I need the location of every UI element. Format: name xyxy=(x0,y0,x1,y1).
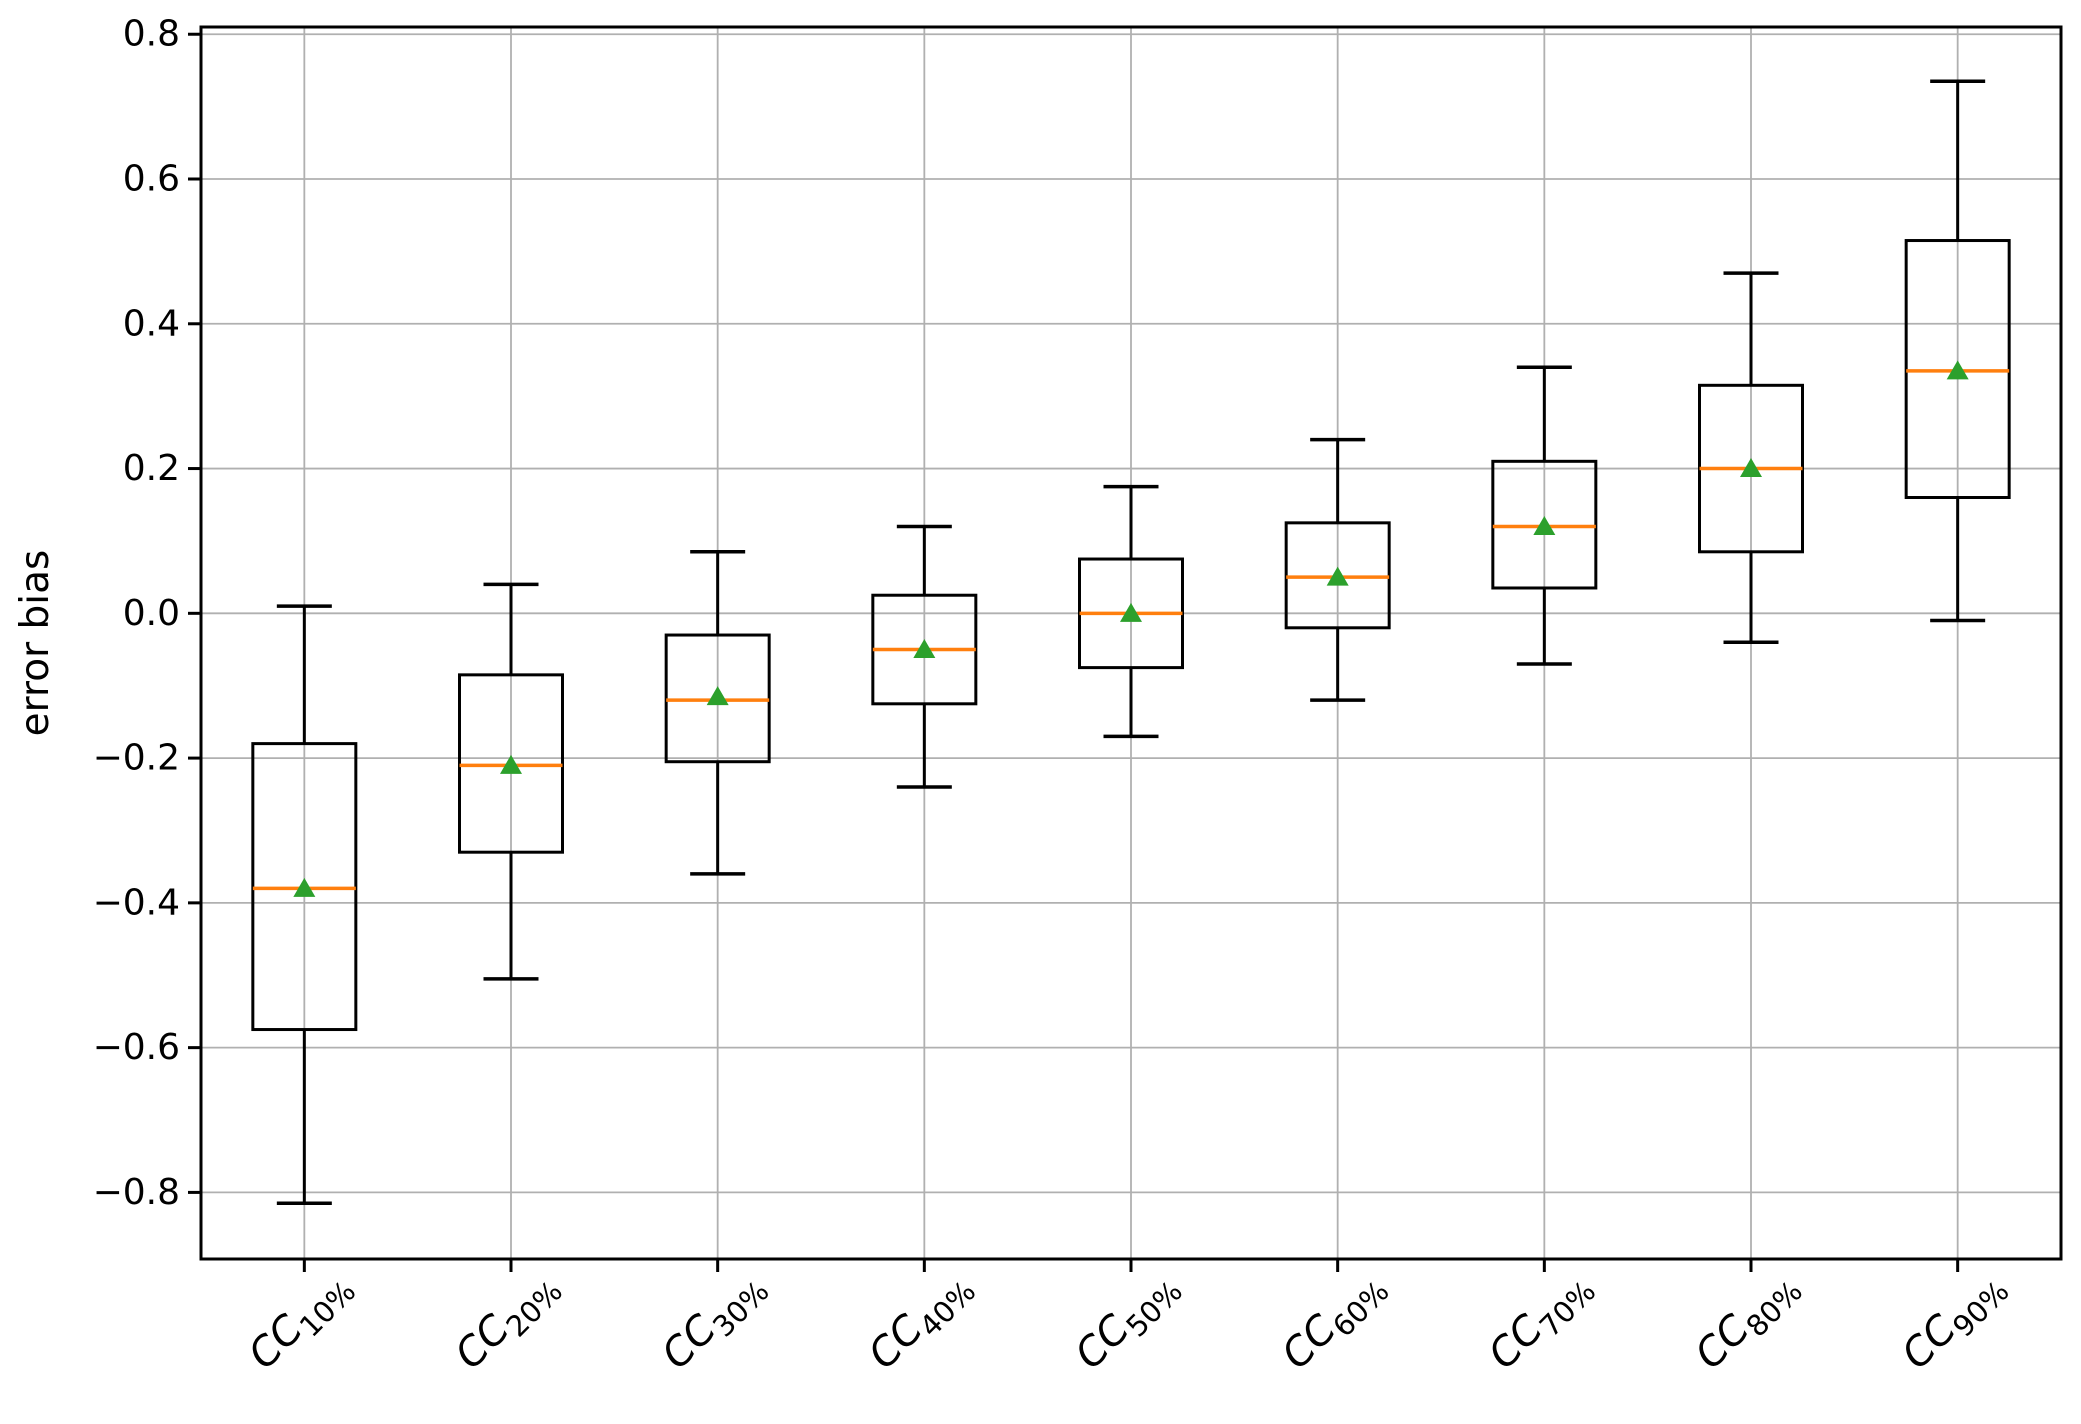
mean-marker xyxy=(1120,602,1142,622)
tick-label-layer: 0.8 0.6 0.4 0.2 0.0 −0.2 −0.4 −0.6 −0.8 CC10% CC20… xyxy=(93,14,2016,1384)
y-tick-label: 0.4 xyxy=(123,303,180,344)
mean-marker xyxy=(293,877,316,897)
mean-marker xyxy=(500,754,522,774)
box-group xyxy=(1698,271,1804,645)
box-rect xyxy=(458,673,564,854)
box-group xyxy=(1491,365,1598,666)
mean-marker xyxy=(1740,458,1762,478)
box-group xyxy=(1284,437,1391,702)
x-tick-label: CC60% xyxy=(1273,1261,1396,1384)
box-rect xyxy=(1904,239,2011,500)
x-tick-label: CC30% xyxy=(653,1261,776,1384)
y-axis-label: error bias xyxy=(13,550,58,737)
box-rect xyxy=(1491,459,1598,590)
box-group xyxy=(1904,79,2011,623)
x-tick-label: CC10% xyxy=(240,1261,363,1384)
x-tick-label: CC50% xyxy=(1066,1261,1189,1384)
mean-marker xyxy=(706,686,729,706)
x-tick-label: CC40% xyxy=(860,1261,983,1384)
x-tick-label: CC80% xyxy=(1686,1261,1809,1384)
y-tick-label: −0.8 xyxy=(93,1172,180,1213)
x-tick-label: CC90% xyxy=(1893,1261,2016,1384)
box-layer xyxy=(251,79,2011,1206)
box-group xyxy=(871,524,978,789)
y-tick-label: 0.2 xyxy=(123,448,180,489)
x-tick-label: CC70% xyxy=(1480,1261,1603,1384)
y-tick-label: −0.2 xyxy=(93,738,180,779)
y-tick-label: 0.0 xyxy=(123,593,180,634)
x-tick-label: CC20% xyxy=(446,1261,569,1384)
mean-marker xyxy=(1946,360,1969,380)
mean-marker xyxy=(1533,515,1556,535)
box-group xyxy=(1078,484,1184,739)
box-rect xyxy=(251,742,358,1032)
y-tick-label: 0.6 xyxy=(123,159,180,200)
tick-layer xyxy=(188,32,1960,1272)
y-tick-label: −0.6 xyxy=(93,1027,180,1068)
y-tick-label: −0.4 xyxy=(93,882,180,923)
mean-marker xyxy=(1326,566,1349,586)
box-rect xyxy=(664,633,771,764)
box-group xyxy=(251,604,358,1206)
box-group xyxy=(458,582,564,981)
mean-marker xyxy=(913,639,936,659)
y-tick-label: 0.8 xyxy=(123,14,180,55)
grid-layer xyxy=(201,27,2061,1259)
box-group xyxy=(664,550,771,876)
box-rect xyxy=(1284,521,1391,630)
